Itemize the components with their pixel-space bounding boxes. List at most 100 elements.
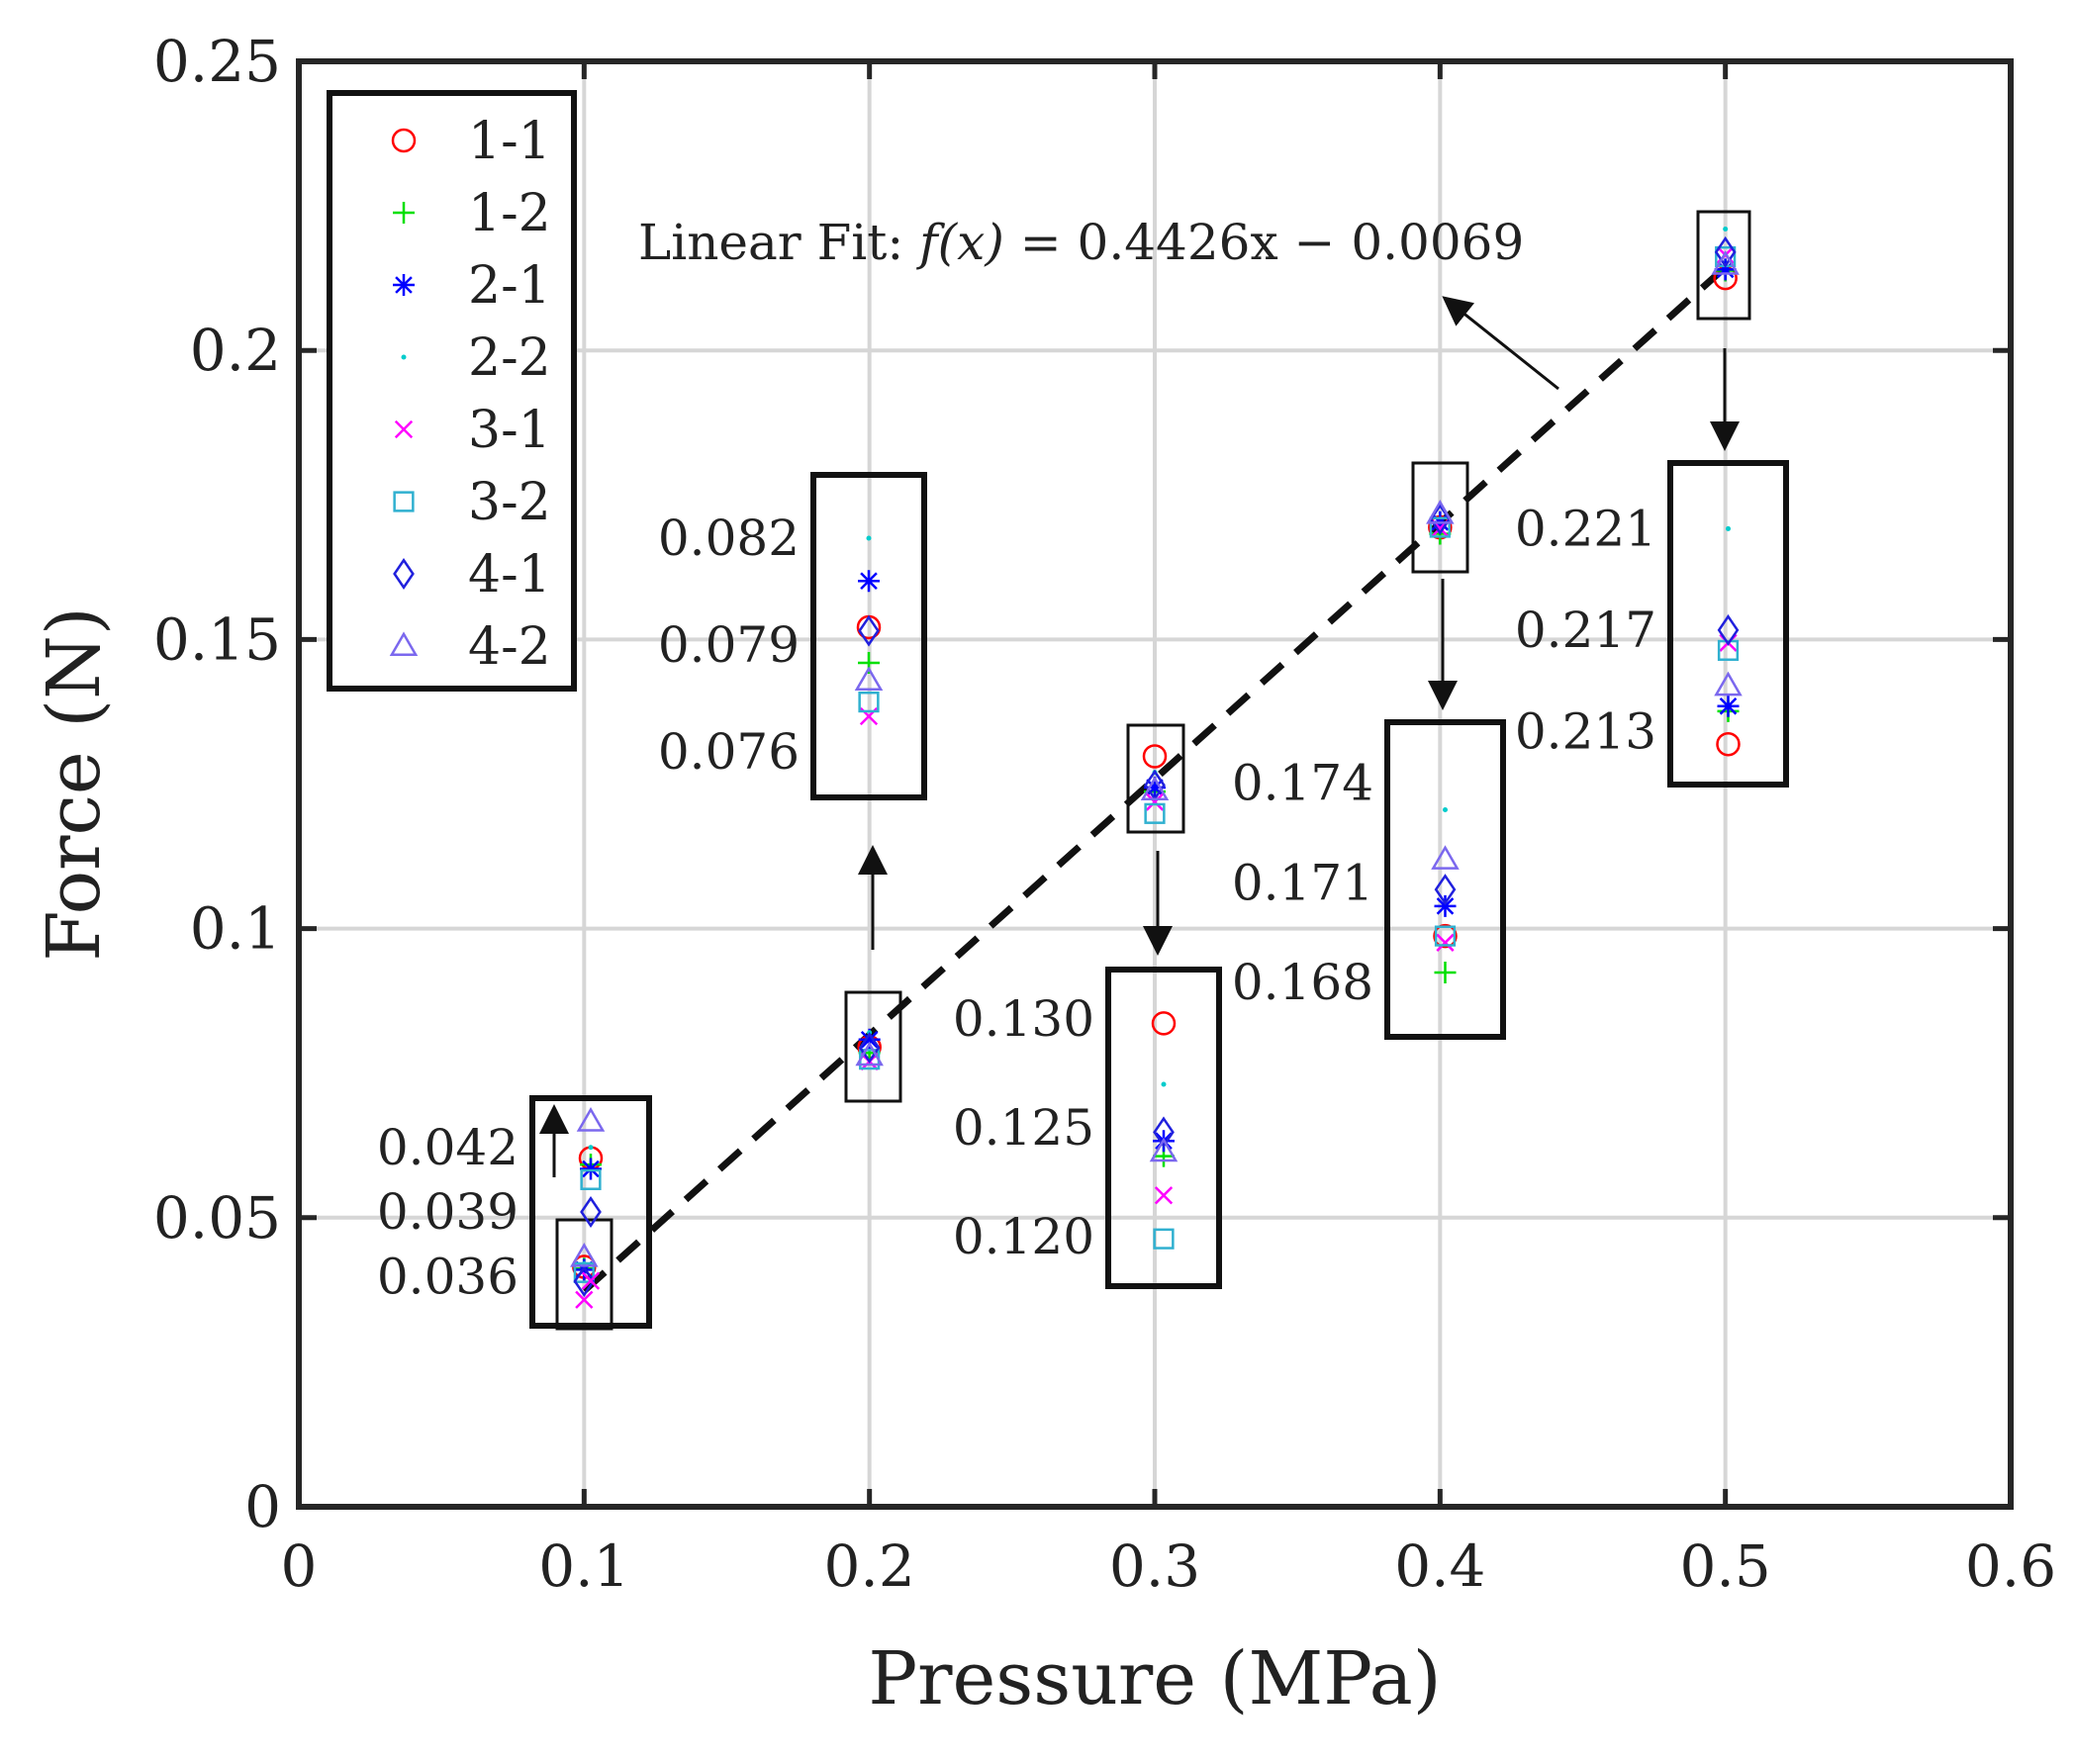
diamond-marker [393, 558, 415, 590]
y-tick-label: 0.2 [190, 317, 281, 384]
legend-marker-3-2 [393, 491, 415, 512]
inset-point-2-1 [1434, 894, 1457, 917]
legend: 1-1 1-2 2-1 2-2 3-1 3-2 4-1 4-2 [327, 90, 577, 692]
inset-point-2-1 [1717, 695, 1740, 717]
fit-label-rhs: = 0.4426x − 0.0069 [1004, 214, 1524, 271]
x-tick-label: 0.5 [1680, 1532, 1771, 1600]
y-axis-title: Force (N) [32, 606, 117, 961]
x-marker [394, 419, 414, 439]
asterisk-marker [1714, 258, 1737, 281]
point-2-1 [858, 1028, 881, 1051]
inset-point-1-2 [1434, 962, 1457, 984]
inset-point-2-2 [866, 535, 872, 541]
point-3-2 [573, 1261, 595, 1283]
triangle-marker [855, 1041, 884, 1067]
point-4-2 [1140, 776, 1170, 800]
x-tick-label: 0.1 [538, 1532, 629, 1600]
diamond-marker [580, 1196, 602, 1228]
inset-point-3-2 [858, 692, 880, 713]
x-tick-label: 0.3 [1109, 1532, 1200, 1600]
cluster-box [1696, 210, 1751, 321]
diamond-marker [1717, 613, 1740, 646]
square-marker [573, 1261, 595, 1283]
dot-marker [1443, 806, 1448, 812]
x-marker [575, 1290, 594, 1309]
asterisk-marker [1434, 894, 1457, 917]
inset-point-3-2 [1717, 639, 1740, 661]
point-4-2 [1711, 250, 1740, 275]
fit-label-fx: f(x) [915, 214, 1004, 271]
square-marker [1717, 639, 1740, 661]
legend-label: 4-2 [468, 617, 551, 677]
inset-tick-label: 0.171 [1232, 854, 1373, 911]
inset-box [1105, 967, 1222, 1289]
legend-label: 3-2 [468, 473, 551, 532]
legend-marker-2-2 [401, 354, 407, 360]
diamond-marker [858, 614, 880, 647]
inset-point-3-2 [1153, 1228, 1175, 1250]
point-2-1 [1714, 258, 1737, 281]
point-3-2 [1144, 802, 1166, 824]
legend-label: 1-1 [468, 112, 551, 171]
triangle-marker [1714, 671, 1743, 696]
inset-point-1-1 [1151, 1011, 1177, 1036]
asterisk-marker [580, 1158, 602, 1180]
legend-label: 2-2 [468, 328, 551, 388]
legend-marker-4-1 [393, 558, 415, 590]
inset-box [1667, 460, 1789, 788]
x-tick-label: 0 [281, 1532, 318, 1600]
circle-marker [1433, 923, 1458, 949]
plus-marker [393, 202, 415, 224]
inset-point-3-1 [581, 1271, 601, 1290]
point-4-2 [1426, 499, 1455, 524]
point-3-1 [575, 1290, 594, 1309]
inset-tick-label: 0.042 [377, 1119, 519, 1176]
asterisk-marker [858, 1028, 881, 1051]
fit-equation: Linear Fit: f(x) = 0.4426x − 0.0069 [638, 214, 1524, 271]
legend-label: 2-1 [468, 256, 551, 316]
triangle-marker [1711, 250, 1740, 275]
dot-marker [1723, 226, 1729, 232]
inset-point-4-2 [854, 666, 884, 692]
triangle-marker [1140, 776, 1170, 800]
inset-point-2-2 [1161, 1081, 1167, 1087]
cluster-box [1126, 723, 1185, 834]
inset-point-2-1 [580, 1158, 602, 1180]
linear-fit [581, 264, 1729, 1294]
inset-tick-label: 0.079 [658, 616, 800, 674]
x-marker [1436, 933, 1455, 952]
inset-point-1-1 [1433, 923, 1458, 949]
square-marker [1434, 925, 1457, 947]
point-3-1 [1145, 792, 1165, 811]
inset-tick-label: 0.039 [377, 1183, 519, 1241]
inset-point-3-2 [580, 1168, 602, 1190]
square-marker [580, 1168, 602, 1190]
zoom-insets: 0.042 0.039 0.036 0.082 0.079 0.076 0.130 0.125… [377, 210, 1789, 1331]
inset-point-4-2 [576, 1107, 606, 1132]
point-4-2 [570, 1242, 599, 1267]
dot-marker [866, 535, 872, 541]
diamond-marker [858, 1032, 881, 1064]
inset-point-3-1 [1436, 933, 1455, 952]
inset-tick-label: 0.174 [1232, 755, 1373, 812]
diamond-marker [1714, 235, 1737, 268]
square-marker [858, 692, 880, 713]
inset-tick-label: 0.221 [1515, 500, 1656, 557]
y-tick-label: 0.15 [153, 605, 281, 673]
x-marker [581, 1271, 601, 1290]
inset-point-2-2 [1726, 525, 1731, 531]
point-2-1 [1144, 777, 1166, 799]
diamond-marker [1153, 1116, 1175, 1149]
legend-label: 4-1 [468, 545, 551, 604]
inset-box [810, 472, 927, 800]
inset-point-2-1 [858, 570, 880, 593]
axis-ticks: 0 0.1 0.2 0.3 0.4 0.5 0.6 0 0.05 0.1 0.15 0.2 0.25 [153, 28, 2056, 1600]
dot-marker [401, 354, 407, 360]
y-tick-label: 0 [244, 1473, 281, 1540]
cluster-box [844, 990, 902, 1103]
inset-box [529, 1095, 652, 1329]
inset-point-2-2 [1443, 806, 1448, 812]
asterisk-marker [393, 274, 415, 296]
x-tick-label: 0.6 [1965, 1532, 2056, 1600]
inset-tick-label: 0.125 [953, 1099, 1094, 1157]
